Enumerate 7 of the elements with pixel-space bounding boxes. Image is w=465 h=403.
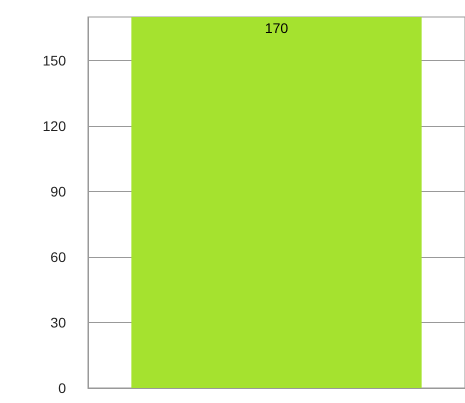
y-tick-label: 30 — [50, 314, 66, 331]
y-tick-label: 60 — [50, 249, 66, 266]
y-tick-label: 0 — [58, 380, 66, 396]
y-tick-label: 120 — [42, 118, 66, 134]
y-tick-label: 90 — [50, 184, 66, 200]
y-tick-label: 150 — [42, 52, 66, 69]
data-label: 170 — [264, 20, 288, 36]
